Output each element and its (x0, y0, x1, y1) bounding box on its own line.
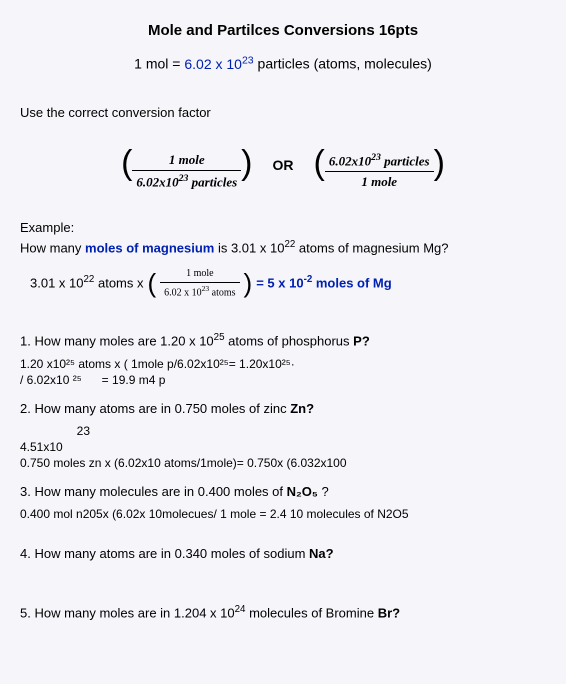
or-label: OR (273, 156, 294, 176)
conversion-factors: ( 1 mole 6.02x1023 particles ) OR ( 6.02… (20, 140, 546, 191)
example-question: How many moles of magnesium is 3.01 x 10… (20, 238, 546, 258)
question-1: 1. How many moles are 1.20 x 1025 atoms … (20, 331, 546, 351)
question-3: 3. How many molecules are in 0.400 moles… (20, 483, 546, 501)
question-4: 4. How many atoms are in 0.340 moles of … (20, 545, 546, 563)
example-calculation: 3.01 x 1022 atoms x ( 1 mole 6.02 x 1023… (30, 265, 546, 301)
answer-3: 0.400 mol n205x (6.02x 10molecues/ 1 mol… (20, 507, 546, 523)
question-5: 5. How many moles are in 1.204 x 1024 mo… (20, 603, 546, 623)
subtitle-pre: 1 mol = (134, 56, 184, 72)
instruction-text: Use the correct conversion factor (20, 104, 546, 122)
subtitle-constant: 6.02 x 1023 (184, 56, 253, 72)
answer-2: 23 4.51x10 0.750 moles zn x (6.02x10 ato… (20, 424, 546, 471)
answer-1: 1.20 x10²⁵ atoms x ( 1mole p/6.02x10²⁵= … (20, 357, 546, 388)
subtitle-post: particles (atoms, molecules) (254, 56, 432, 72)
factor-2: ( 6.02x1023 particles 1 mole ) (314, 140, 445, 191)
example-section: Example: How many moles of magnesium is … (20, 219, 546, 301)
page-title: Mole and Partilces Conversions 16pts (20, 20, 546, 41)
example-label: Example: (20, 219, 546, 237)
question-2: 2. How many atoms are in 0.750 moles of … (20, 400, 546, 418)
factor-1: ( 1 mole 6.02x1023 particles ) (121, 140, 252, 191)
avogadro-subtitle: 1 mol = 6.02 x 1023 particles (atoms, mo… (20, 53, 546, 74)
